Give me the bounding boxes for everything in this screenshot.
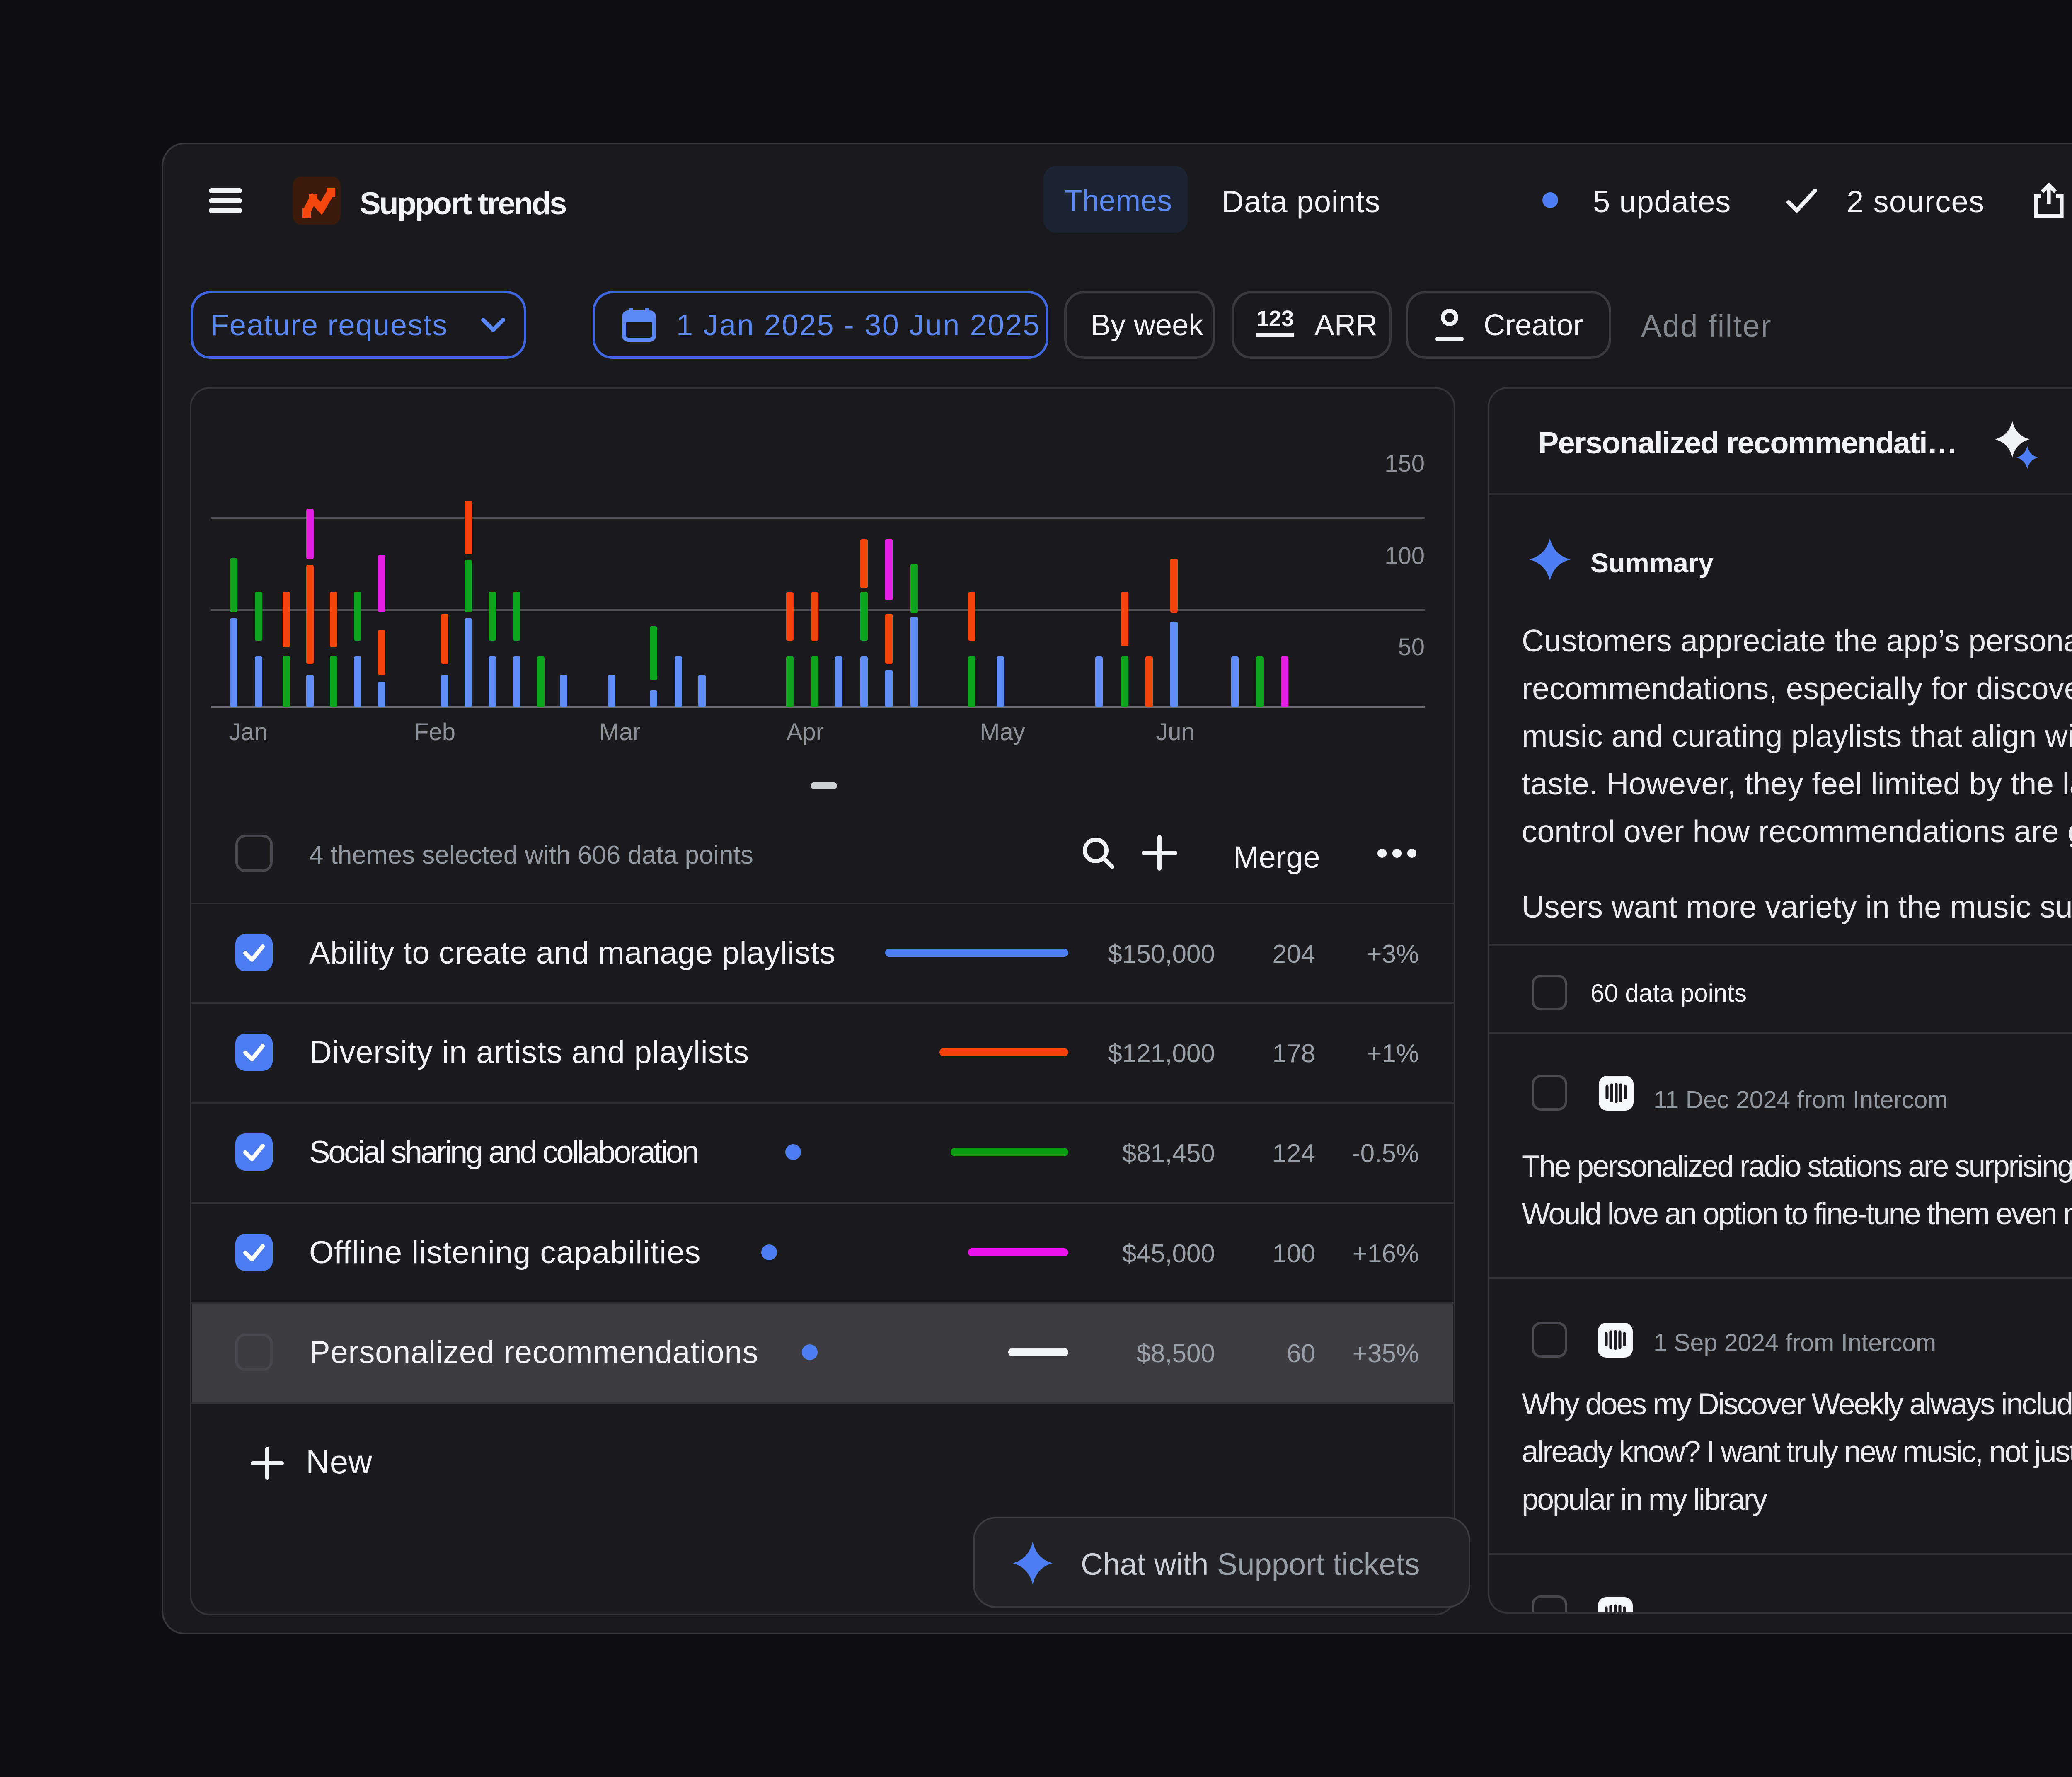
svg-text:May: May xyxy=(980,719,1025,746)
svg-text:100: 100 xyxy=(1385,542,1425,569)
svg-text:Mar: Mar xyxy=(599,719,641,746)
svg-text:150: 150 xyxy=(1385,450,1425,477)
svg-text:Feb: Feb xyxy=(414,719,455,746)
svg-text:50: 50 xyxy=(1398,634,1425,661)
svg-text:Apr: Apr xyxy=(787,719,824,746)
svg-text:Jun: Jun xyxy=(1156,719,1195,746)
svg-text:Jan: Jan xyxy=(229,719,268,746)
